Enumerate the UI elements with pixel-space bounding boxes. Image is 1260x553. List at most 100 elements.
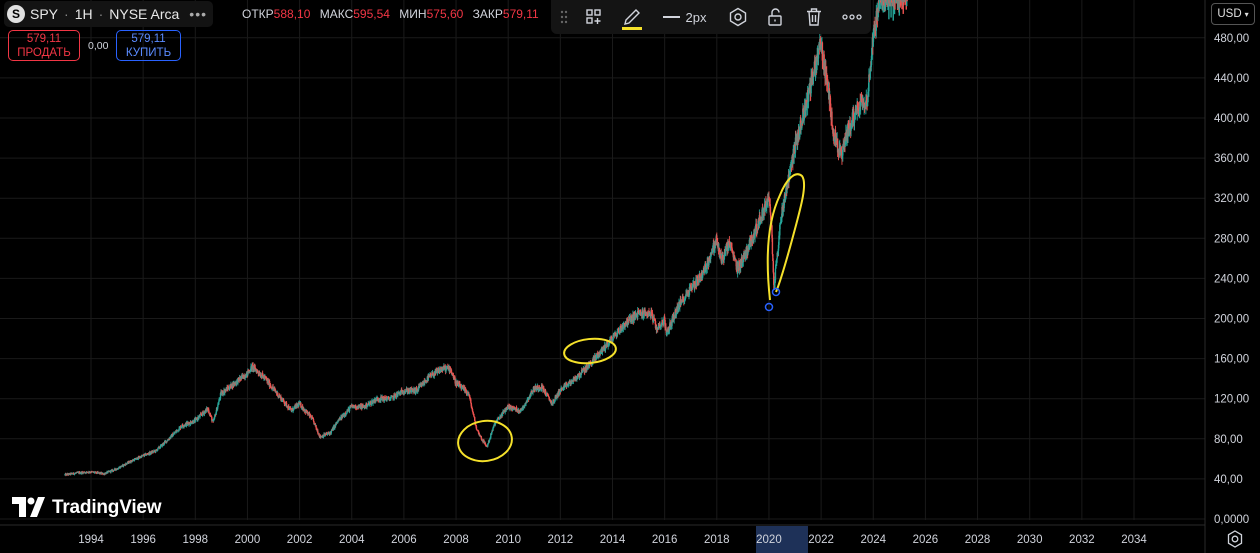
candle-body bbox=[459, 383, 461, 388]
candle-body bbox=[583, 369, 585, 372]
annotation-handle-start[interactable] bbox=[764, 302, 774, 312]
candle-body bbox=[130, 460, 133, 462]
interval[interactable]: 1H bbox=[74, 6, 93, 22]
candle-body bbox=[667, 328, 670, 332]
candle-body bbox=[257, 372, 260, 374]
more-icon[interactable]: ••• bbox=[189, 6, 208, 22]
line-width-button[interactable]: 2px bbox=[659, 0, 709, 34]
candle-body bbox=[754, 231, 756, 238]
symbol-name[interactable]: SPY bbox=[30, 6, 59, 22]
candle-body bbox=[492, 427, 494, 431]
candle-body bbox=[882, 0, 884, 13]
candle-body bbox=[337, 420, 339, 423]
candle-body bbox=[110, 470, 112, 473]
candle-body bbox=[136, 457, 139, 460]
candle-body bbox=[548, 398, 551, 401]
candle-body bbox=[521, 407, 524, 411]
candle-body bbox=[702, 271, 704, 275]
candle-body bbox=[472, 413, 475, 415]
candle-body bbox=[853, 119, 856, 123]
candle-body bbox=[821, 42, 824, 61]
candle-body bbox=[330, 430, 333, 434]
time-axis[interactable]: 1994 1996 1998 2000 2002 2004 2006 2008 2010 2012… bbox=[0, 524, 1205, 546]
candle-body bbox=[475, 426, 478, 430]
candle-body bbox=[121, 464, 123, 467]
lock-icon[interactable] bbox=[764, 0, 786, 34]
high-value: 595,54 bbox=[353, 7, 390, 21]
candle-body bbox=[520, 409, 522, 413]
annotation-ellipse-2013[interactable] bbox=[563, 336, 617, 365]
settings-gear-icon[interactable] bbox=[1225, 529, 1245, 549]
settings-hexagon-icon[interactable] bbox=[726, 0, 750, 34]
candle-body bbox=[400, 390, 402, 395]
candle-body bbox=[497, 418, 499, 420]
candle-body bbox=[405, 388, 408, 391]
annotation-ellipse-2009[interactable] bbox=[455, 417, 514, 464]
candle-body bbox=[902, 0, 905, 6]
candle-body bbox=[847, 122, 849, 138]
candle-body bbox=[820, 43, 823, 46]
candle-body bbox=[474, 417, 476, 422]
drag-handle-icon[interactable] bbox=[557, 0, 571, 34]
time-tick-label: 2010 bbox=[495, 534, 521, 546]
candle-body bbox=[451, 374, 454, 375]
candle-body bbox=[460, 386, 463, 390]
candle-body bbox=[329, 431, 331, 435]
candle-body bbox=[303, 409, 306, 412]
more-icon[interactable] bbox=[840, 0, 864, 34]
drawing-annotations[interactable] bbox=[455, 173, 806, 464]
candle-body bbox=[254, 367, 256, 371]
candle-body bbox=[741, 261, 744, 266]
candle-body bbox=[67, 473, 69, 475]
candle-body bbox=[317, 430, 319, 434]
candle-body bbox=[355, 408, 357, 410]
candle-body bbox=[107, 471, 109, 473]
trash-icon[interactable] bbox=[803, 0, 825, 34]
candle-body bbox=[199, 414, 201, 417]
candle-body bbox=[807, 94, 810, 102]
candle-body bbox=[213, 419, 215, 421]
candle-body bbox=[312, 419, 315, 422]
drawing-toolbar: 2px bbox=[551, 0, 871, 34]
candle-body bbox=[192, 422, 195, 424]
annotation-loop-2020[interactable] bbox=[766, 173, 806, 301]
sell-button[interactable]: 579,11 ПРОДАТЬ bbox=[8, 30, 80, 61]
currency-selector[interactable]: USD ▾ bbox=[1211, 3, 1255, 25]
line-width-icon bbox=[662, 16, 680, 18]
candle-body bbox=[86, 471, 88, 473]
symbol-pill[interactable]: S SPY · 1H · NYSE Arca ••• bbox=[4, 1, 214, 27]
candle-body bbox=[836, 138, 839, 153]
line-width-label: 2px bbox=[685, 9, 707, 25]
add-to-favorites-icon[interactable] bbox=[583, 0, 605, 34]
candle-body bbox=[264, 376, 266, 378]
candle-body bbox=[347, 410, 349, 412]
candle-body bbox=[899, 0, 902, 6]
pencil-icon[interactable] bbox=[619, 0, 645, 34]
separator: · bbox=[98, 6, 104, 22]
candle-body bbox=[772, 260, 774, 273]
price-axis[interactable]: 0,0000 40,00 80,00 120,00 160,00 200,00 240,00… bbox=[1204, 0, 1260, 553]
candle-body bbox=[774, 268, 777, 281]
candle-body bbox=[205, 409, 207, 414]
high-label: МАКС bbox=[319, 7, 354, 21]
candle-body bbox=[178, 427, 180, 431]
candle-body bbox=[606, 341, 608, 343]
candle-body bbox=[696, 276, 699, 283]
chevron-down-icon: ▾ bbox=[1244, 9, 1249, 19]
candle-body bbox=[81, 471, 83, 474]
time-tick-label: 2008 bbox=[443, 534, 469, 546]
time-axis-highlight bbox=[755, 526, 808, 553]
candle-body bbox=[211, 416, 213, 421]
annotation-handle-end[interactable] bbox=[771, 287, 781, 297]
candle-body bbox=[489, 437, 491, 440]
candle-body bbox=[412, 389, 414, 392]
candle-body bbox=[332, 426, 335, 431]
candle-body bbox=[598, 352, 600, 355]
candle-body bbox=[288, 406, 291, 410]
sell-price: 579,11 bbox=[26, 33, 62, 45]
time-tick-label: 2026 bbox=[913, 534, 939, 546]
time-tick-label: 1996 bbox=[130, 534, 156, 546]
candle-body bbox=[872, 27, 875, 39]
buy-button[interactable]: 579,11 КУПИТЬ bbox=[116, 30, 181, 61]
